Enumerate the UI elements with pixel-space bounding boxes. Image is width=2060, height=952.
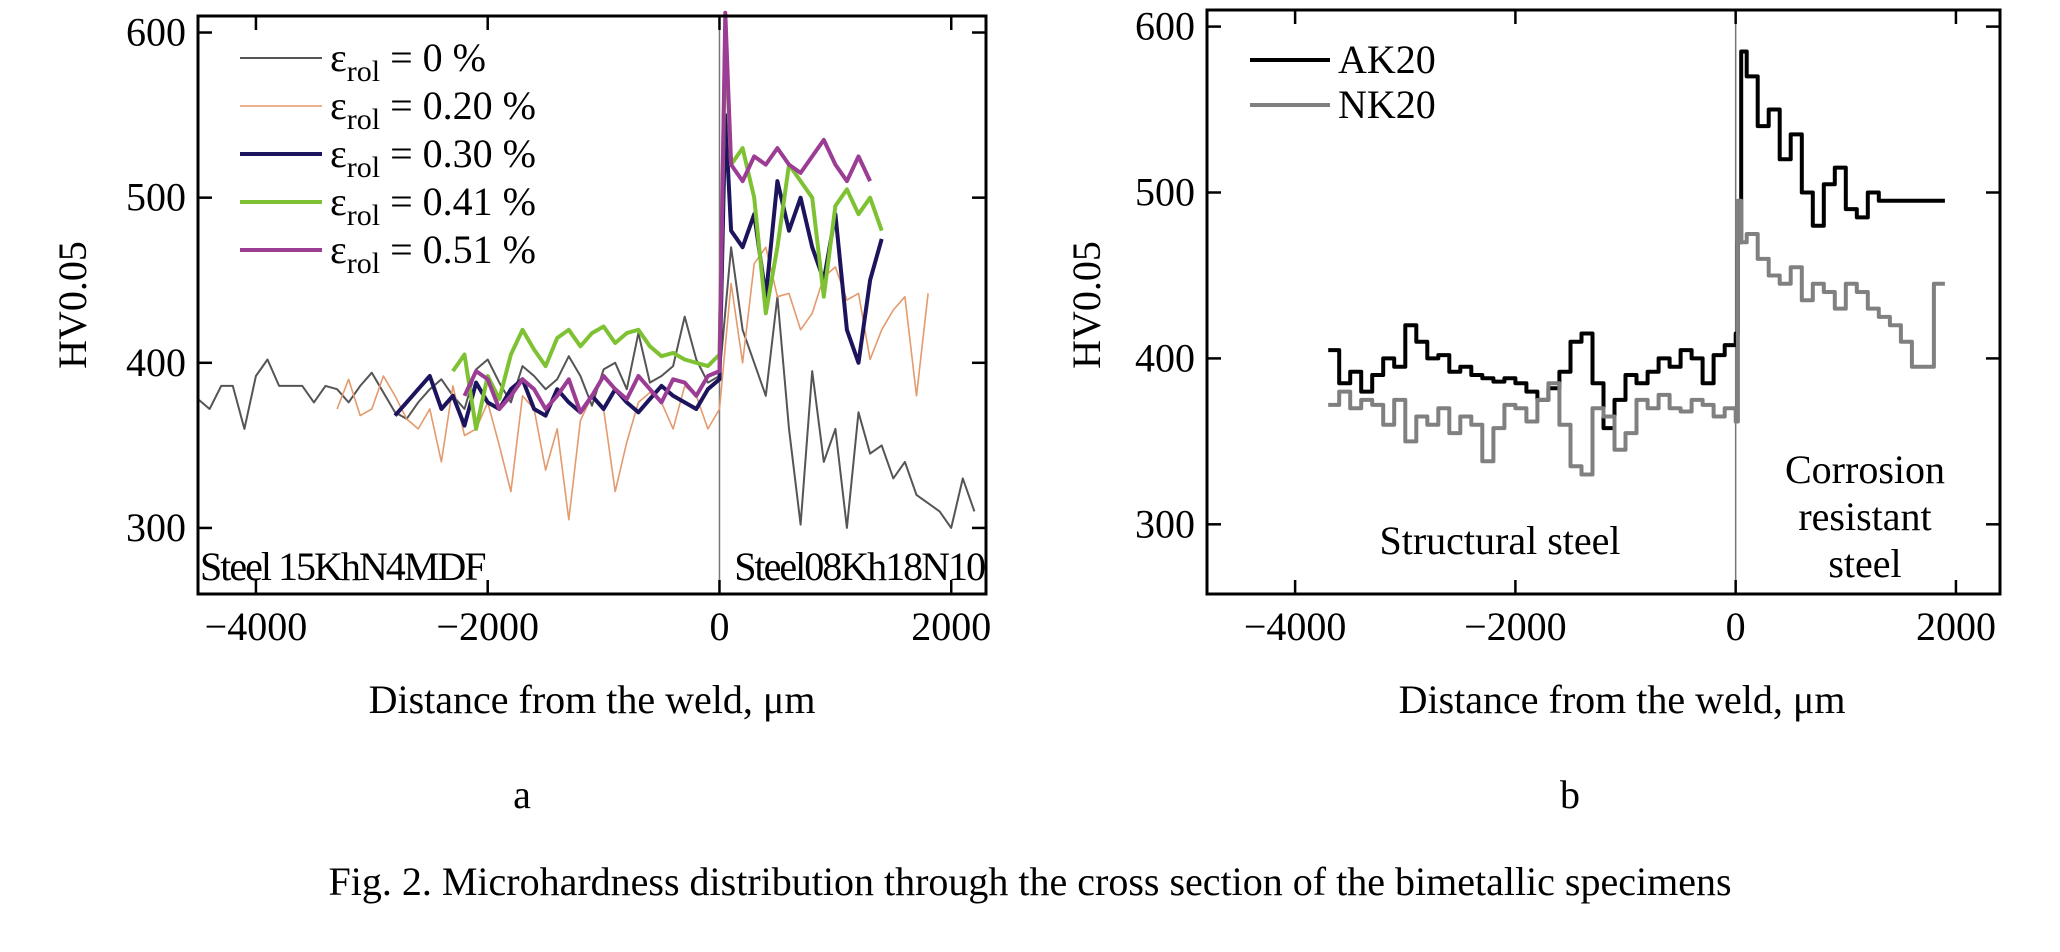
panel-a-xtick-label: 2000 (911, 604, 991, 649)
panel-b-annotation-corrosion-2: resistant (1798, 494, 1931, 539)
panel-b-ticks: −4000 −2000 0 2000 300 400 500 600 (1135, 4, 2000, 649)
panel-b-ytick-label: 400 (1135, 335, 1195, 380)
panel-a-ytick-label: 300 (126, 505, 186, 550)
panel-b-ylabel: HV0.05 (1064, 241, 1109, 369)
panel-a-series-2-line (393, 113, 884, 428)
panel-b-series (1328, 10, 1945, 594)
figure-caption: Fig. 2. Microhardness distribution throu… (328, 859, 1731, 904)
panel-a-legend: εrol = 0 %εrol = 0.20 %εrol = 0.30 %εrol… (240, 35, 536, 280)
panel-b-frame (1205, 8, 2002, 596)
panel-a-xlabel: Distance from the weld, μm (369, 677, 816, 722)
panel-a-xtick-label: −2000 (436, 604, 539, 649)
panel-a-series-4-line (462, 10, 872, 415)
panel-a-annotation-left: Steel 15KhN4MDF (200, 544, 485, 589)
panel-b-legend-label-0: AK20 (1338, 37, 1436, 82)
panel-b-ytick-label: 500 (1135, 170, 1195, 215)
panel-a-series-0-line (197, 246, 976, 529)
panel-a-ylabel: HV0.05 (50, 241, 95, 369)
panel-a-legend-label-3: εrol = 0.41 % (330, 179, 536, 232)
panel-a-ytick-label: 500 (126, 175, 186, 220)
panel-a-annotation-right: Steel08Kh18N10 (734, 544, 985, 589)
panel-a-ticks: −4000 −2000 0 2000 300 400 500 600 (126, 10, 991, 649)
panel-a-xtick-label: 0 (709, 604, 729, 649)
panel-a-series-3-line (451, 30, 884, 431)
panel-a-letter: a (513, 772, 531, 817)
panel-b-ytick-label: 600 (1135, 4, 1195, 49)
panel-b-letter: b (1560, 772, 1580, 817)
panel-a-legend-label-1: εrol = 0.20 % (330, 83, 536, 136)
panel-b-legend-label-1: NK20 (1338, 82, 1436, 127)
panel-b-ytick-label: 300 (1135, 501, 1195, 546)
panel-a-series (197, 10, 976, 594)
panel-b-annotation-corrosion-3: steel (1828, 541, 1901, 586)
panel-b-annotation-corrosion-1: Corrosion (1785, 447, 1945, 492)
panel-a-series-1-line (336, 246, 929, 521)
panel-b-annotation-structural: Structural steel (1379, 518, 1620, 563)
panel-b-series-1-line (1328, 198, 1945, 477)
panel-a-xtick-label: −4000 (205, 604, 308, 649)
panel-b-xtick-label: 0 (1726, 604, 1746, 649)
panel-a-legend-label-0: εrol = 0 % (330, 35, 486, 88)
panel-a-legend-label-2: εrol = 0.30 % (330, 131, 536, 184)
panel-a-ytick-label: 400 (126, 340, 186, 385)
panel-b-series-0-line (1328, 49, 1945, 431)
panel-a-legend-label-4: εrol = 0.51 % (330, 227, 536, 280)
panel-a-ytick-label: 600 (126, 10, 186, 55)
panel-b-xlabel: Distance from the weld, μm (1399, 677, 1846, 722)
panel-b-xtick-label: 2000 (1916, 604, 1996, 649)
panel-b-xtick-label: −2000 (1464, 604, 1567, 649)
panel-b-xtick-label: −4000 (1244, 604, 1347, 649)
panel-a-frame (196, 14, 988, 596)
